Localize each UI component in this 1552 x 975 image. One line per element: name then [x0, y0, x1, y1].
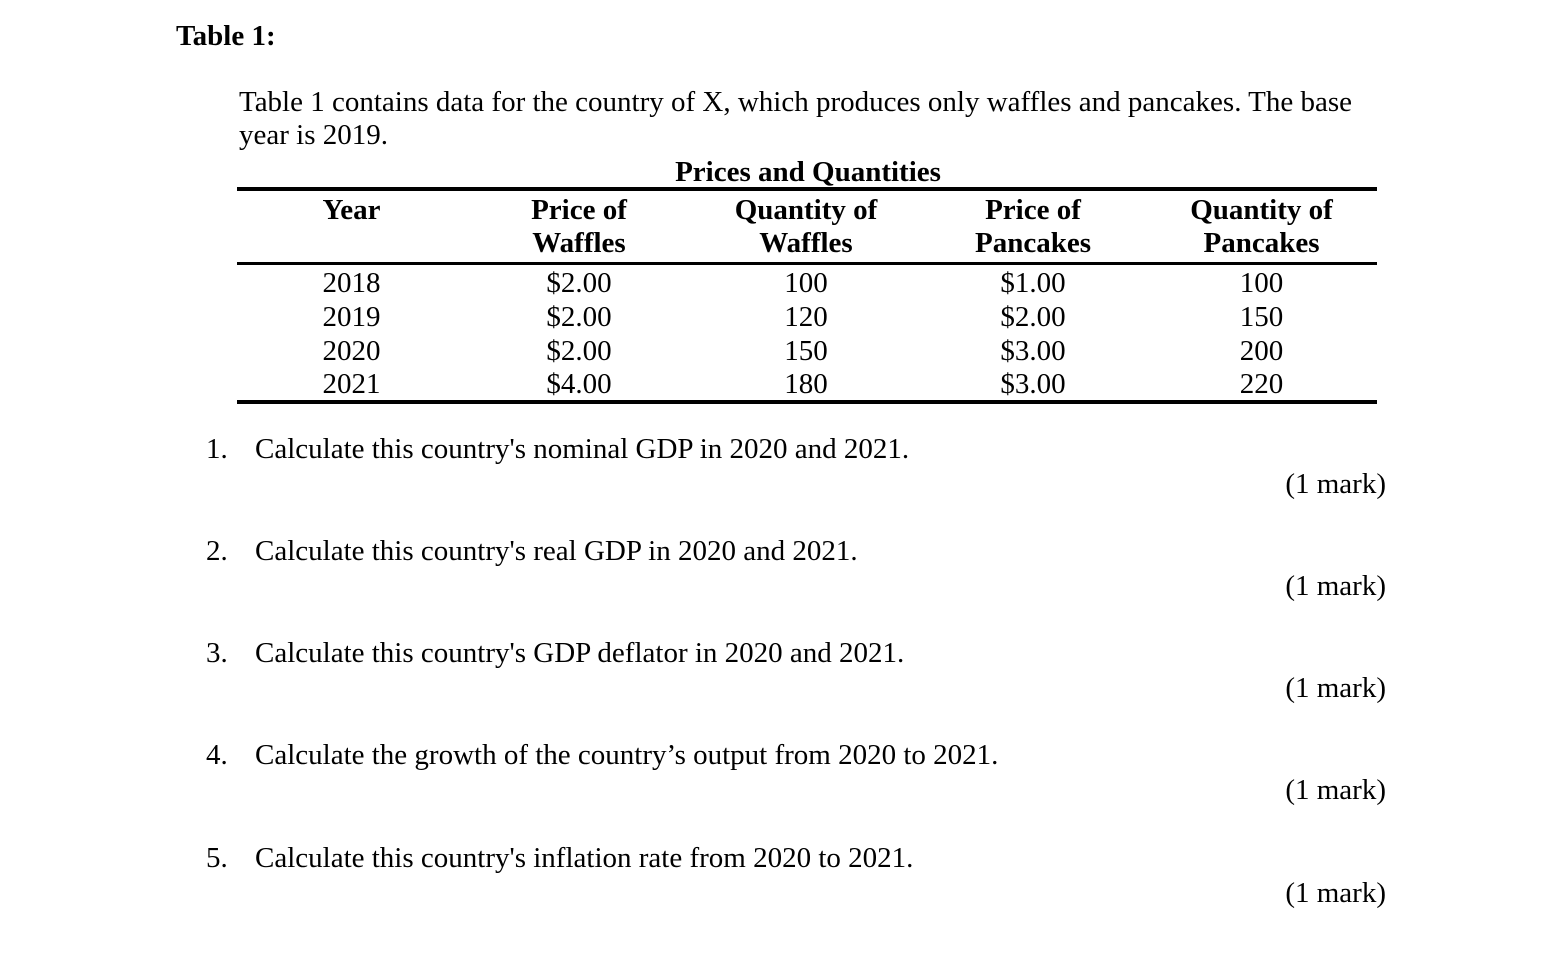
question-number: 2.: [206, 535, 228, 567]
header-price-pancakes: Price of Pancakes: [920, 187, 1146, 265]
table-cell: 2018: [322, 267, 381, 299]
table-cell: 2020: [322, 335, 381, 367]
table-cell: 120: [784, 301, 828, 333]
header-price-waffles: Price of Waffles: [466, 187, 692, 265]
table-cell: $2.00: [546, 267, 612, 299]
table-cell: 100: [1239, 267, 1284, 299]
question-text: Calculate this country's inflation rate …: [255, 842, 914, 874]
question-mark-value: (1 mark): [1285, 774, 1386, 806]
table-cell: $3.00: [920, 368, 1146, 404]
table-row: 2020 $2.00 150 $3.00 200: [237, 334, 1377, 368]
table-cell: 180: [692, 368, 920, 404]
table-cell: 100: [784, 267, 828, 299]
table-cell: 2021: [237, 368, 466, 404]
table-row: 2019 $2.00 120 $2.00 150: [237, 300, 1377, 334]
table-cell: 150: [784, 335, 828, 367]
header-quantity-waffles: Quantity of Waffles: [692, 187, 920, 265]
table-cell: $2.00: [546, 335, 612, 367]
question-mark-value: (1 mark): [1285, 877, 1386, 909]
table-cell: $1.00: [1000, 267, 1066, 299]
question-text: Calculate this country's real GDP in 202…: [255, 535, 858, 567]
question-mark-value: (1 mark): [1285, 672, 1386, 704]
question-number: 3.: [206, 637, 228, 669]
question-text: Calculate this country's GDP deflator in…: [255, 637, 905, 669]
intro-paragraph: Table 1 contains data for the country of…: [239, 86, 1353, 151]
table-cell: $2.00: [546, 301, 612, 333]
table-header-row: Year Price of Waffles Quantity of Waffles …: [237, 187, 1377, 265]
table-cell: 200: [1239, 335, 1284, 367]
question-mark-value: (1 mark): [1285, 468, 1386, 500]
question-number: 4.: [206, 739, 228, 771]
header-year: Year: [237, 187, 466, 265]
prices-quantities-table: Year Price of Waffles Quantity of Waffles …: [237, 187, 1377, 404]
table-row: 2018 $2.00 100 $1.00 100: [237, 264, 1377, 301]
question-text: Calculate this country's nominal GDP in …: [255, 433, 910, 465]
table-heading: Table 1:: [176, 20, 276, 52]
table-cell: $3.00: [1000, 335, 1066, 367]
table-row: 2021 $4.00 180 $3.00 220: [237, 368, 1377, 404]
question-number: 5.: [206, 842, 228, 874]
table-cell: $4.00: [466, 368, 692, 404]
header-quantity-pancakes: Quantity of Pancakes: [1146, 187, 1377, 265]
question-mark-value: (1 mark): [1285, 570, 1386, 602]
table-cell: 220: [1146, 368, 1377, 404]
table-cell: 2019: [322, 301, 381, 333]
table-cell: 150: [1239, 301, 1284, 333]
question-number: 1.: [206, 433, 228, 465]
table-caption: Prices and Quantities: [675, 156, 941, 188]
table-cell: $2.00: [1000, 301, 1066, 333]
question-text: Calculate the growth of the country’s ou…: [255, 739, 999, 771]
